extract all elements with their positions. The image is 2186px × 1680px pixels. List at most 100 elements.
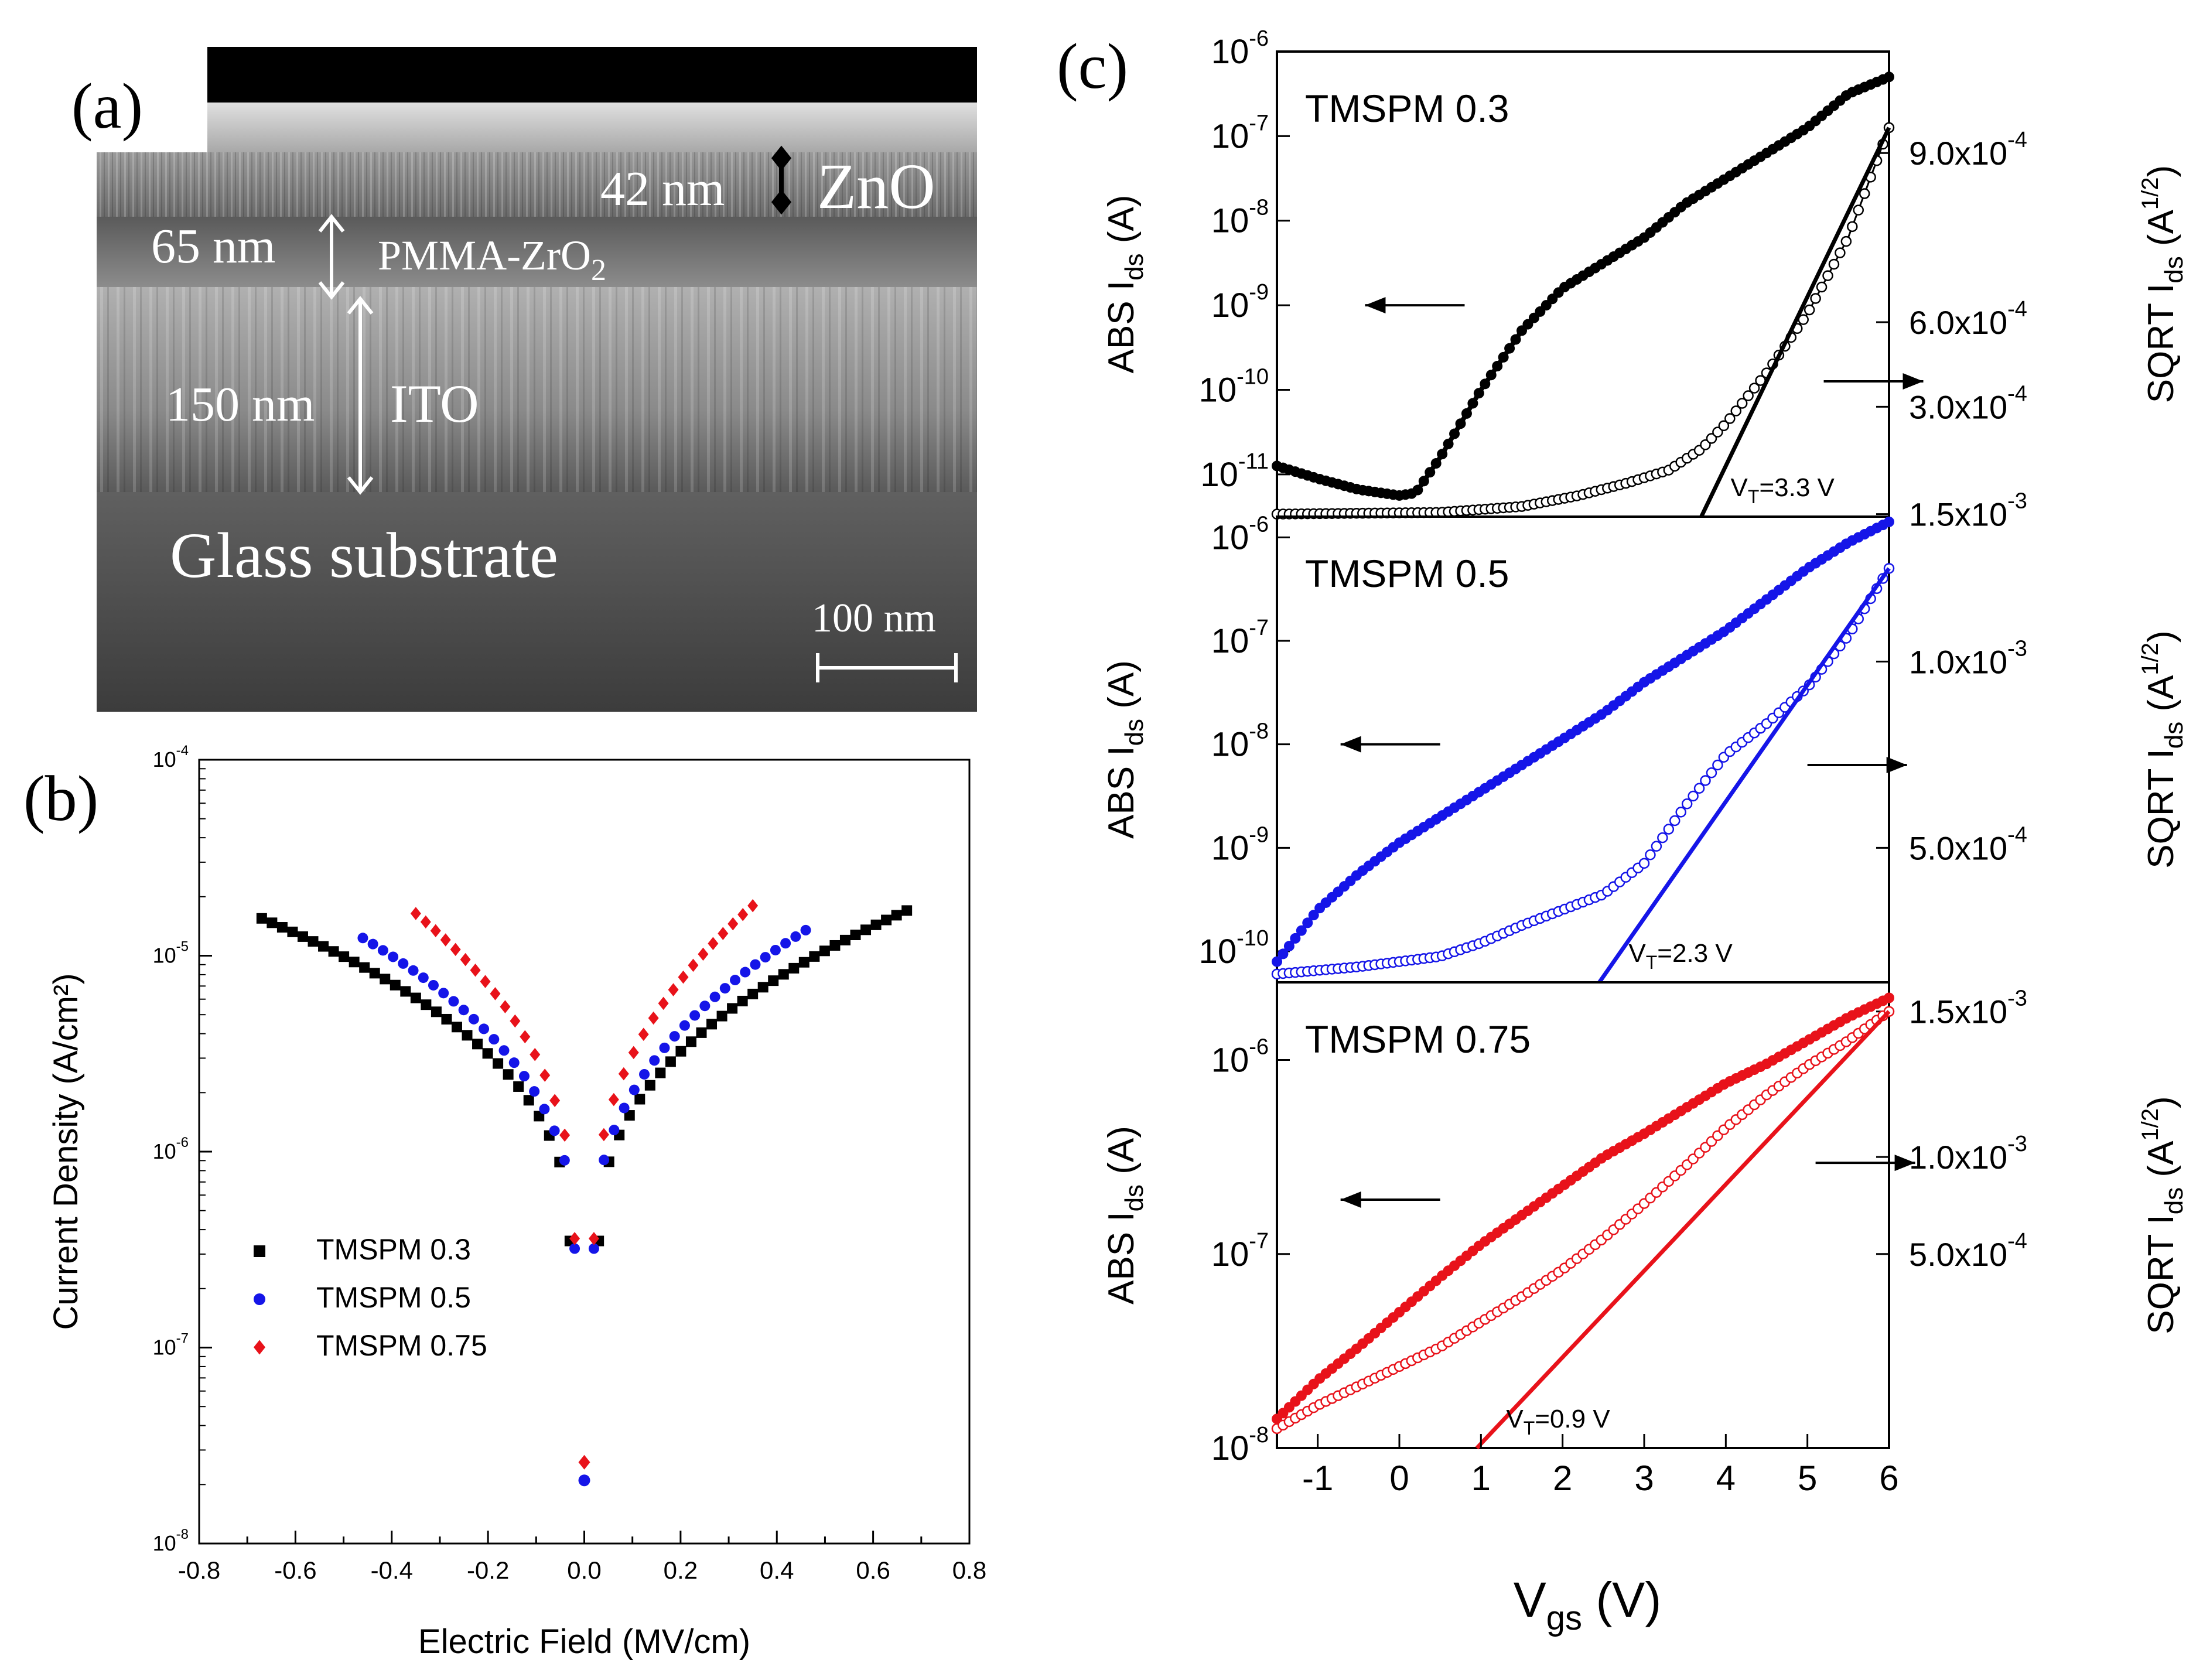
- data-point: [549, 1125, 560, 1136]
- data-point: [598, 1128, 609, 1142]
- data-point: [790, 931, 801, 942]
- sqrt-ids-point: [1706, 767, 1717, 778]
- data-point: [549, 1094, 561, 1108]
- outlier-point: [578, 1474, 590, 1487]
- x-tick-label: 0.8: [952, 1556, 986, 1584]
- data-point: [685, 1036, 696, 1047]
- left-tick-label: 10-9: [1211, 822, 1269, 867]
- x-tick-label: 2: [1553, 1459, 1572, 1498]
- x-tick-label: 1: [1471, 1459, 1491, 1498]
- data-point: [559, 1128, 571, 1142]
- data-point: [659, 1042, 670, 1053]
- data-point: [256, 913, 267, 924]
- data-point: [644, 1080, 655, 1091]
- x-tick-label: 4: [1716, 1459, 1736, 1498]
- data-point: [689, 1010, 701, 1021]
- abs-ids-point: [1418, 476, 1429, 487]
- sqrt-ids-point: [1816, 281, 1828, 293]
- left-axis-label: ABS Ids (A): [1101, 1126, 1149, 1305]
- subplot-title: TMSPM 0.75: [1305, 1017, 1531, 1061]
- subplot-tmspm-0-75: 10-8 10-7 10-6 5.0x10-4 1.0x10-3 1.5x10-3 TMSP…: [1101, 981, 2186, 1467]
- sqrt-ids-point: [1645, 849, 1656, 861]
- data-point: [349, 957, 360, 968]
- data-point: [400, 986, 411, 997]
- data-point: [408, 965, 419, 976]
- vt-fit-line: [1699, 127, 1891, 518]
- abs-ids-point: [1302, 917, 1313, 928]
- subplot-title: TMSPM 0.3: [1305, 87, 1509, 130]
- x-tick-label: 0: [1389, 1459, 1409, 1498]
- thickness-arrows: [318, 214, 958, 682]
- data-point: [530, 1048, 541, 1061]
- data-point: [308, 936, 319, 947]
- left-axis-label: ABS Ids (A): [1101, 660, 1149, 839]
- data-point: [559, 1155, 570, 1166]
- sqrt-ids-point: [1669, 815, 1681, 827]
- chart-b: -0.8 -0.6 -0.4 -0.2 0.0 0.2 0.4 0.6 0.8 10-8 10-7 1…: [47, 743, 986, 1661]
- right-arrow-head: [1894, 1155, 1915, 1172]
- data-point: [740, 967, 751, 978]
- legend-label: TMSPM 0.5: [316, 1281, 471, 1314]
- data-point: [489, 1034, 500, 1045]
- data-point: [267, 917, 278, 928]
- x-tick-label: -0.4: [371, 1556, 413, 1584]
- data-point: [503, 1069, 514, 1080]
- subplot-tmspm-0-3: 10-11 10-10 10-9 10-8 10-7 10-6 1.5x10-3 3.0x10…: [1101, 26, 2186, 533]
- data-point: [450, 943, 461, 957]
- sem-top-dark: [207, 47, 977, 103]
- series-tmspm-0-75: [410, 899, 759, 1470]
- x-tick-label: 0.6: [856, 1556, 890, 1584]
- right-tick-label: 5.0x10-4: [1909, 822, 2027, 866]
- sqrt-ids-point: [1859, 188, 1870, 199]
- data-point: [451, 1022, 462, 1033]
- abs-ids-point: [1290, 933, 1301, 944]
- data-point: [798, 957, 809, 968]
- data-point: [675, 1046, 686, 1057]
- data-point: [431, 1006, 442, 1017]
- data-point: [619, 1102, 630, 1114]
- data-point: [891, 910, 902, 921]
- data-point: [730, 975, 741, 986]
- abs-ids-point: [1443, 438, 1454, 449]
- data-point: [460, 952, 471, 967]
- abs-ids-point: [1473, 388, 1484, 399]
- left-tick-label: 10-6: [1211, 1035, 1269, 1080]
- zno-thickness-marker: [771, 145, 792, 215]
- data-point: [479, 1023, 490, 1034]
- data-point: [287, 926, 298, 937]
- left-tick-label: 10-9: [1211, 280, 1269, 325]
- sqrt-ids-point: [1657, 832, 1668, 844]
- data-point: [367, 938, 378, 950]
- data-point: [421, 999, 432, 1010]
- data-point: [388, 951, 399, 962]
- panel-b-label: (b): [23, 763, 98, 834]
- sqrt-ids-point: [1748, 383, 1760, 394]
- sqrt-ids-point: [1743, 390, 1754, 401]
- y-tick-label: 10-7: [153, 1331, 189, 1360]
- data-point: [480, 975, 491, 988]
- series-tmspm-0-5: [357, 924, 811, 1487]
- x-tick-label: 0.2: [664, 1556, 698, 1584]
- left-tick-label: 10-7: [1211, 1229, 1269, 1273]
- data-point: [624, 1110, 635, 1121]
- abs-ids-point: [1461, 408, 1472, 419]
- abs-ids-curve: [1275, 995, 1890, 1421]
- right-axis-label: SQRT Ids (A1/2): [2137, 630, 2186, 868]
- abs-ids-point: [1504, 343, 1515, 354]
- data-point: [510, 1014, 521, 1028]
- ito-thickness-label: 150 nm: [166, 377, 315, 432]
- x-tick-label: 0.0: [567, 1556, 601, 1584]
- data-point: [737, 908, 749, 921]
- subplot-title: TMSPM 0.5: [1305, 552, 1509, 595]
- data-point: [679, 1020, 690, 1031]
- data-point: [727, 917, 739, 931]
- sqrt-ids-point: [1706, 433, 1717, 444]
- data-point: [718, 927, 729, 940]
- data-point: [901, 905, 913, 916]
- data-point: [768, 975, 779, 986]
- abs-ids-point: [1430, 458, 1442, 469]
- right-tick-label: 6.0x10-4: [1909, 297, 2027, 341]
- sqrt-ids-point: [1730, 405, 1741, 416]
- data-point: [747, 899, 759, 913]
- data-point: [513, 1081, 524, 1092]
